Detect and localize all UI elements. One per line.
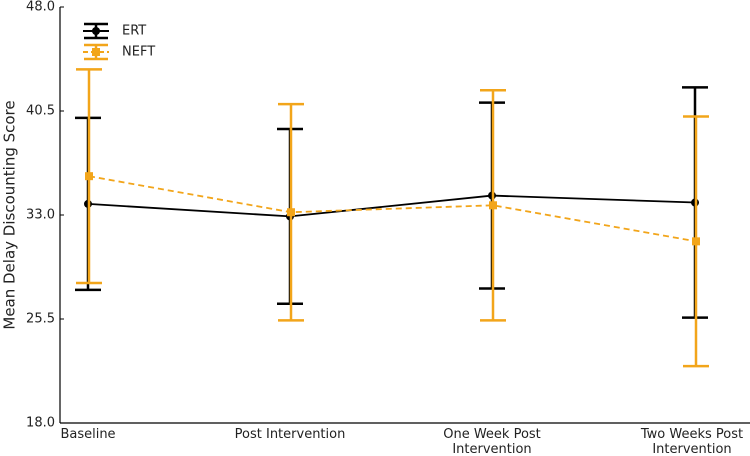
marker <box>489 201 497 210</box>
marker <box>287 208 295 217</box>
x-tick-label: Post Intervention <box>234 427 346 442</box>
series-line <box>88 175 697 243</box>
legend-label: ERT <box>122 24 146 39</box>
legend-label: NEFT <box>122 45 155 60</box>
x-tick-label: One Week Post Intervention <box>443 427 541 456</box>
y-tick-label: 33.0 <box>26 208 55 223</box>
x-tick-label: Baseline <box>60 427 116 442</box>
marker <box>692 237 700 246</box>
legend-marker <box>92 48 100 56</box>
y-tick-label: 18.0 <box>26 416 55 431</box>
x-tick-label: Two Weeks Post Intervention <box>640 427 744 456</box>
legend-marker <box>92 27 100 35</box>
series-line <box>87 194 696 218</box>
marker <box>85 172 93 181</box>
y-tick-label: 40.5 <box>26 104 55 119</box>
y-tick-label: 48.0 <box>26 0 55 15</box>
y-axis-label: Mean Delay Discounting Score <box>1 100 19 329</box>
y-tick-label: 25.5 <box>26 312 55 327</box>
